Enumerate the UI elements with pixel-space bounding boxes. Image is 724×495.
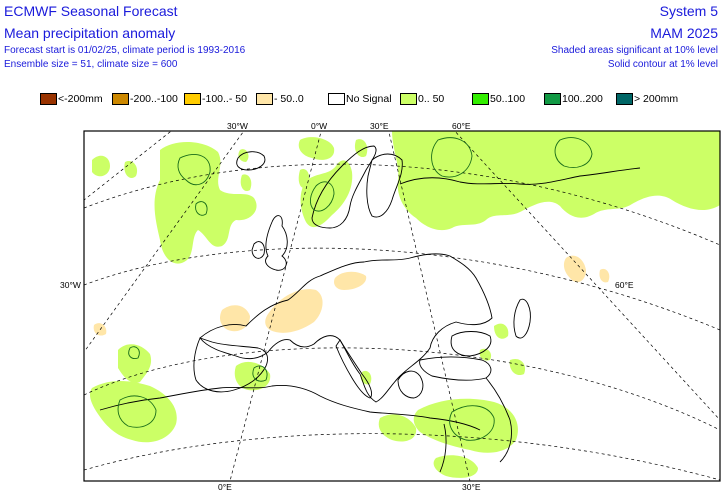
legend-label: <-200mm xyxy=(58,93,103,105)
lon-label-top-30e: 30°E xyxy=(370,121,389,131)
coastlines xyxy=(99,145,641,473)
legend-swatch xyxy=(472,93,489,105)
significance-contours xyxy=(117,137,593,441)
legend-swatch xyxy=(256,93,273,105)
legend-swatch xyxy=(544,93,561,105)
legend-swatch xyxy=(400,93,417,105)
legend-label: - 50..0 xyxy=(274,93,304,105)
significance-note: Shaded areas significant at 10% level xyxy=(551,45,718,56)
legend-label: No Signal xyxy=(346,93,392,105)
legend-swatch xyxy=(328,93,345,105)
map-frame xyxy=(83,130,721,482)
anomaly-subtitle: Mean precipitation anomaly xyxy=(4,25,176,41)
lon-label-bottom-30e: 30°E xyxy=(462,482,481,492)
legend-swatch xyxy=(184,93,201,105)
forecast-info-line2: Ensemble size = 51, climate size = 600 xyxy=(4,59,178,70)
legend-label: 100..200 xyxy=(562,93,603,105)
season-label: MAM 2025 xyxy=(650,25,718,41)
legend-swatch xyxy=(112,93,129,105)
lon-label-top-60e: 60°E xyxy=(452,121,471,131)
system-label: System 5 xyxy=(659,3,718,19)
negative-anomaly-areas xyxy=(93,255,610,336)
legend-swatch xyxy=(40,93,57,105)
legend-label: -200..-100 xyxy=(130,93,178,105)
legend-label: 0.. 50 xyxy=(418,93,445,105)
lon-label-right-60e: 60°E xyxy=(615,280,634,290)
legend-label: > 200mm xyxy=(634,93,679,105)
lon-label-top-30w: 30°W xyxy=(227,121,248,131)
lon-label-left-30w: 30°W xyxy=(60,280,81,290)
graticule-lines xyxy=(84,131,720,481)
legend-swatch xyxy=(616,93,633,105)
forecast-info-line1: Forecast start is 01/02/25, climate peri… xyxy=(4,45,246,56)
legend-label: 50..100 xyxy=(490,93,526,105)
lon-label-top-0: 0°W xyxy=(311,121,328,131)
contour-note: Solid contour at 1% level xyxy=(607,59,718,70)
forecast-title: ECMWF Seasonal Forecast xyxy=(4,3,178,19)
lon-label-bottom-0: 0°E xyxy=(218,482,232,492)
legend-label: -100..- 50 xyxy=(202,93,247,105)
positive-anomaly-areas xyxy=(90,131,720,478)
